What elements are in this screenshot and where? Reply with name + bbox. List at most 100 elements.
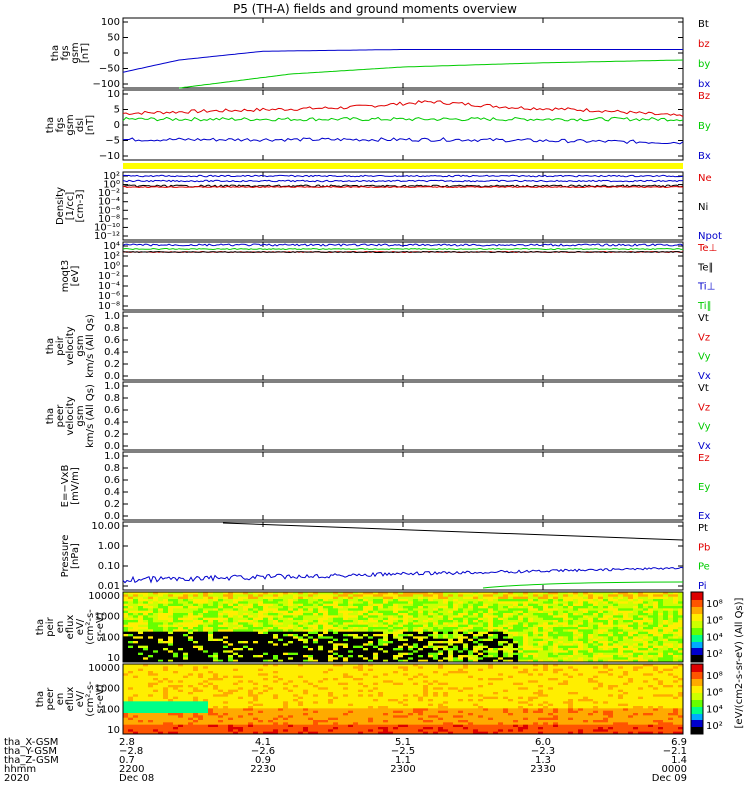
- heatmap-cell: [528, 652, 534, 656]
- heatmap-cell: [318, 622, 324, 626]
- colorbar-cell: [691, 634, 703, 636]
- heatmap-cell: [363, 601, 369, 605]
- heatmap-cell: [173, 694, 179, 698]
- heatmap-cell: [223, 596, 229, 600]
- heatmap-cell: [223, 671, 229, 674]
- heatmap-cell: [448, 601, 454, 605]
- heatmap-cell: [228, 655, 234, 658]
- heatmap-cell: [243, 731, 249, 735]
- heatmap-cell: [468, 657, 474, 661]
- heatmap-cell: [243, 722, 249, 726]
- heatmap-cell: [208, 615, 214, 619]
- heatmap-cell: [513, 627, 519, 630]
- heatmap-cell: [308, 592, 314, 595]
- heatmap-cell: [318, 692, 324, 695]
- heatmap-cell: [303, 701, 309, 705]
- heatmap-cell: [308, 641, 314, 644]
- heatmap-cell: [213, 685, 219, 688]
- heatmap-cell: [643, 620, 649, 623]
- heatmap-cell: [248, 682, 254, 686]
- heatmap-cell: [583, 636, 589, 640]
- heatmap-cell: [403, 659, 409, 663]
- panel-frame-efield: [122, 451, 684, 521]
- heatmap-cell: [638, 636, 644, 640]
- heatmap-cell: [258, 685, 264, 688]
- heatmap-cell: [128, 729, 134, 733]
- heatmap-cell: [543, 608, 549, 612]
- heatmap-cell: [203, 613, 209, 616]
- heatmap-cell: [308, 594, 314, 598]
- heatmap-cell: [668, 601, 674, 605]
- colorbar-cell: [691, 623, 703, 625]
- heatmap-cell: [318, 594, 324, 598]
- colorbar-cell: [691, 593, 703, 595]
- heatmap-cell: [448, 624, 454, 628]
- heatmap-cell: [153, 655, 159, 658]
- heatmap-cell: [448, 657, 454, 661]
- heatmap-cell: [213, 682, 219, 686]
- heatmap-cell: [623, 624, 629, 628]
- heatmap-cell: [458, 648, 464, 651]
- heatmap-cell: [158, 629, 164, 633]
- heatmap-cell: [418, 599, 424, 602]
- heatmap-cell: [213, 722, 219, 726]
- heatmap-cell: [293, 657, 299, 661]
- heatmap-cell: [163, 671, 169, 674]
- heatmap-cell: [173, 720, 179, 723]
- heatmap-cell: [253, 629, 259, 633]
- ytick-label: 10: [107, 653, 120, 664]
- heatmap-cell: [598, 610, 604, 614]
- heatmap-cell: [463, 620, 469, 623]
- heatmap-cell: [443, 655, 449, 658]
- heatmap-cell: [663, 627, 669, 630]
- heatmap-cell: [558, 641, 564, 644]
- heatmap-cell: [418, 638, 424, 642]
- heatmap-cell: [193, 724, 199, 728]
- heatmap-cell: [633, 599, 639, 602]
- heatmap-cell: [563, 603, 569, 607]
- heatmap-cell: [173, 643, 179, 647]
- heatmap-cell: [263, 692, 269, 695]
- heatmap-cell: [303, 680, 309, 684]
- heatmap-cell: [173, 717, 179, 721]
- heatmap-cell: [308, 675, 314, 679]
- heatmap-cell: [553, 617, 559, 621]
- heatmap-cell: [548, 603, 554, 607]
- heatmap-cell: [148, 643, 154, 647]
- heatmap-cell: [638, 650, 644, 654]
- heatmap-cell: [278, 617, 284, 621]
- heatmap-cell: [453, 659, 459, 663]
- heatmap-cell: [143, 624, 149, 628]
- heatmap-cell: [138, 678, 144, 681]
- heatmap-cell: [518, 606, 524, 609]
- heatmap-cell: [188, 596, 194, 600]
- heatmap-cell: [148, 610, 154, 614]
- heatmap-cell: [158, 641, 164, 644]
- heatmap-cell: [283, 717, 289, 721]
- heatmap-cell: [408, 592, 414, 595]
- heatmap-cell: [233, 620, 239, 623]
- heatmap-cell: [283, 666, 289, 670]
- heatmap-cell: [168, 708, 174, 712]
- heatmap-cell: [383, 620, 389, 623]
- heatmap-cell: [558, 599, 564, 602]
- heatmap-cell: [343, 594, 349, 598]
- heatmap-cell: [528, 657, 534, 661]
- heatmap-cell: [278, 638, 284, 642]
- heatmap-cell: [263, 652, 269, 656]
- heatmap-cell: [568, 606, 574, 609]
- heatmap-cell: [483, 650, 489, 654]
- heatmap-cell: [593, 650, 599, 654]
- heatmap-cell: [458, 606, 464, 609]
- heatmap-cell: [348, 645, 354, 649]
- heatmap-cell: [143, 601, 149, 605]
- heatmap-cell: [533, 622, 539, 626]
- heatmap-cell: [268, 659, 274, 663]
- heatmap-cell: [293, 627, 299, 630]
- heatmap-cell: [123, 634, 129, 637]
- heatmap-cell: [148, 671, 154, 674]
- heatmap-cell: [553, 659, 559, 663]
- heatmap-cell: [183, 610, 189, 614]
- heatmap-cell: [328, 620, 334, 623]
- heatmap-cell: [493, 652, 499, 656]
